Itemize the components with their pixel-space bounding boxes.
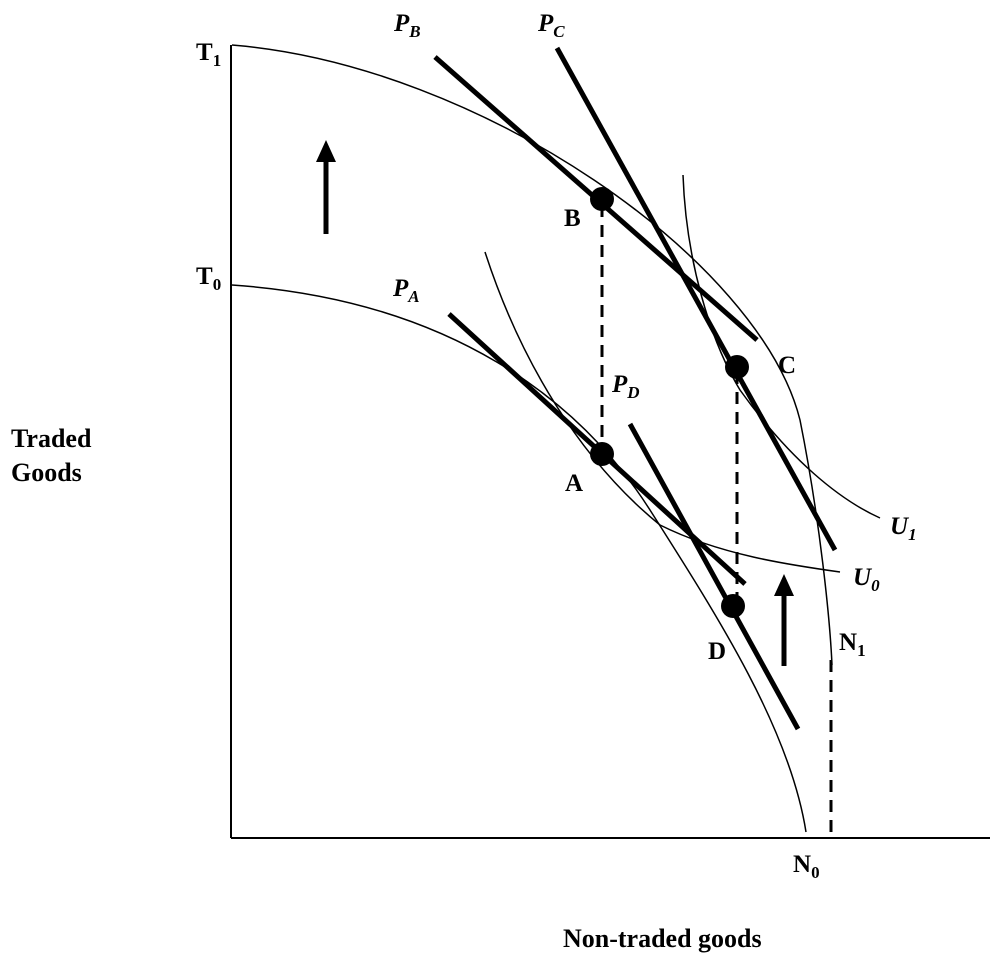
label-t1: T1 bbox=[196, 39, 221, 70]
label-u1: U1 bbox=[890, 513, 917, 544]
arrow-up-icon bbox=[316, 140, 336, 234]
frontier-t0-n0 bbox=[231, 284, 807, 833]
point-c-marker bbox=[725, 355, 749, 379]
point-b-marker bbox=[590, 187, 614, 211]
y-axis-title-line1: Traded bbox=[11, 424, 92, 453]
indifference-curve-u0 bbox=[484, 251, 841, 573]
indifference-curve-u1 bbox=[682, 174, 881, 519]
label-pc: PC bbox=[537, 10, 565, 41]
y-axis-title: Traded Goods bbox=[11, 422, 91, 490]
label-pb: PB bbox=[393, 10, 421, 41]
label-n1: N1 bbox=[839, 629, 866, 660]
label-point-b: B bbox=[564, 205, 581, 232]
point-a-marker bbox=[590, 442, 614, 466]
label-u0: U0 bbox=[853, 564, 880, 595]
y-axis-title-line2: Goods bbox=[11, 458, 82, 487]
label-n0: N0 bbox=[793, 851, 820, 882]
label-pa: PA bbox=[392, 275, 420, 306]
label-pd: PD bbox=[611, 371, 640, 402]
arrow-up-icon bbox=[774, 574, 794, 666]
point-d-marker bbox=[721, 594, 745, 618]
x-axis-title: Non-traded goods bbox=[563, 924, 762, 953]
label-t0: T0 bbox=[196, 263, 221, 294]
price-line-pc bbox=[554, 46, 838, 552]
label-point-c: C bbox=[778, 352, 796, 379]
frontier-t1-n1 bbox=[231, 44, 833, 666]
price-line-pd bbox=[627, 422, 801, 731]
label-point-d: D bbox=[708, 638, 726, 665]
label-point-a: A bbox=[565, 470, 583, 497]
